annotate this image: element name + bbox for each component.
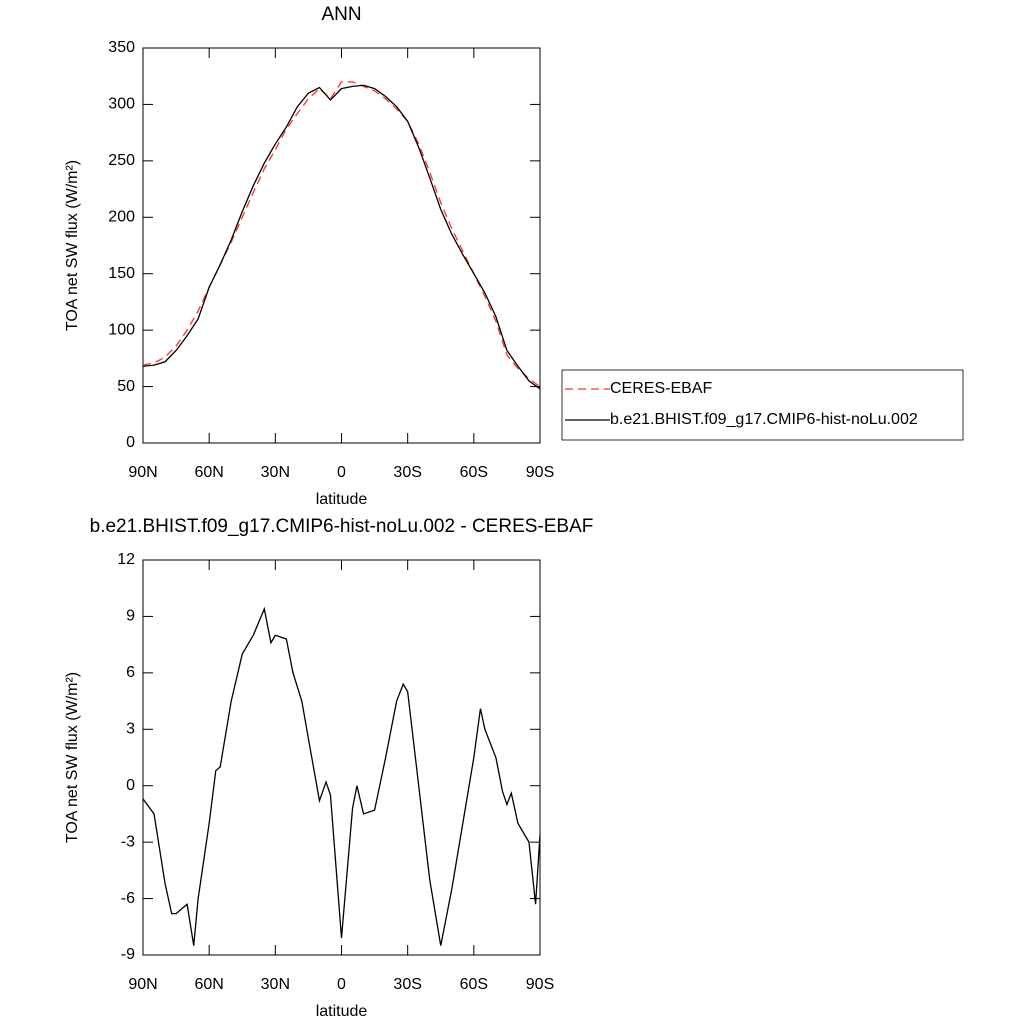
y-tick-label: 300: [108, 96, 135, 113]
plot-frame: [142, 559, 541, 956]
y-tick-label: 100: [108, 321, 135, 338]
series-line: [142, 84, 541, 390]
x-tick-label: 90N: [128, 976, 157, 993]
y-tick-label: -6: [121, 890, 135, 907]
y-tick-label: 350: [108, 39, 135, 56]
y-tick-label: 250: [108, 152, 135, 169]
legend-box: [561, 369, 964, 441]
x-tick-label: 90S: [526, 976, 554, 993]
y-tick-label: -9: [121, 946, 135, 963]
x-tick-label: 30S: [393, 976, 421, 993]
y-tick-label: 9: [126, 608, 135, 625]
y-axis-label: TOA net SW flux (W/m²): [64, 672, 81, 843]
series-line: [142, 81, 541, 388]
x-tick-label: 30S: [393, 464, 421, 481]
y-tick-label: 200: [108, 209, 135, 226]
series-line: [142, 606, 541, 946]
y-tick-label: -3: [121, 833, 135, 850]
x-tick-label: 30N: [261, 464, 290, 481]
x-axis-label: latitude: [316, 491, 368, 508]
y-tick-label: 6: [126, 664, 135, 681]
legend-label: CERES-EBAF: [610, 380, 712, 397]
y-tick-label: 12: [117, 551, 135, 568]
x-tick-label: 90S: [526, 464, 554, 481]
x-tick-label: 60S: [460, 976, 488, 993]
chart-title: ANN: [321, 4, 361, 25]
y-tick-label: 150: [108, 265, 135, 282]
x-tick-label: 60S: [460, 464, 488, 481]
x-tick-label: 30N: [261, 976, 290, 993]
y-tick-label: 3: [126, 721, 135, 738]
y-axis-label: TOA net SW flux (W/m²): [64, 160, 81, 331]
x-tick-label: 0: [337, 976, 346, 993]
x-axis-label: latitude: [316, 1003, 368, 1020]
x-tick-label: 90N: [128, 464, 157, 481]
legend-label: b.e21.BHIST.f09_g17.CMIP6-hist-noLu.002: [610, 411, 918, 428]
y-tick-label: 0: [126, 777, 135, 794]
x-tick-label: 60N: [194, 976, 223, 993]
x-tick-label: 0: [337, 464, 346, 481]
y-tick-label: 0: [126, 434, 135, 451]
y-tick-label: 50: [117, 378, 135, 395]
plot-frame: [142, 47, 541, 444]
x-tick-label: 60N: [194, 464, 223, 481]
chart-title: b.e21.BHIST.f09_g17.CMIP6-hist-noLu.002 …: [90, 516, 594, 537]
